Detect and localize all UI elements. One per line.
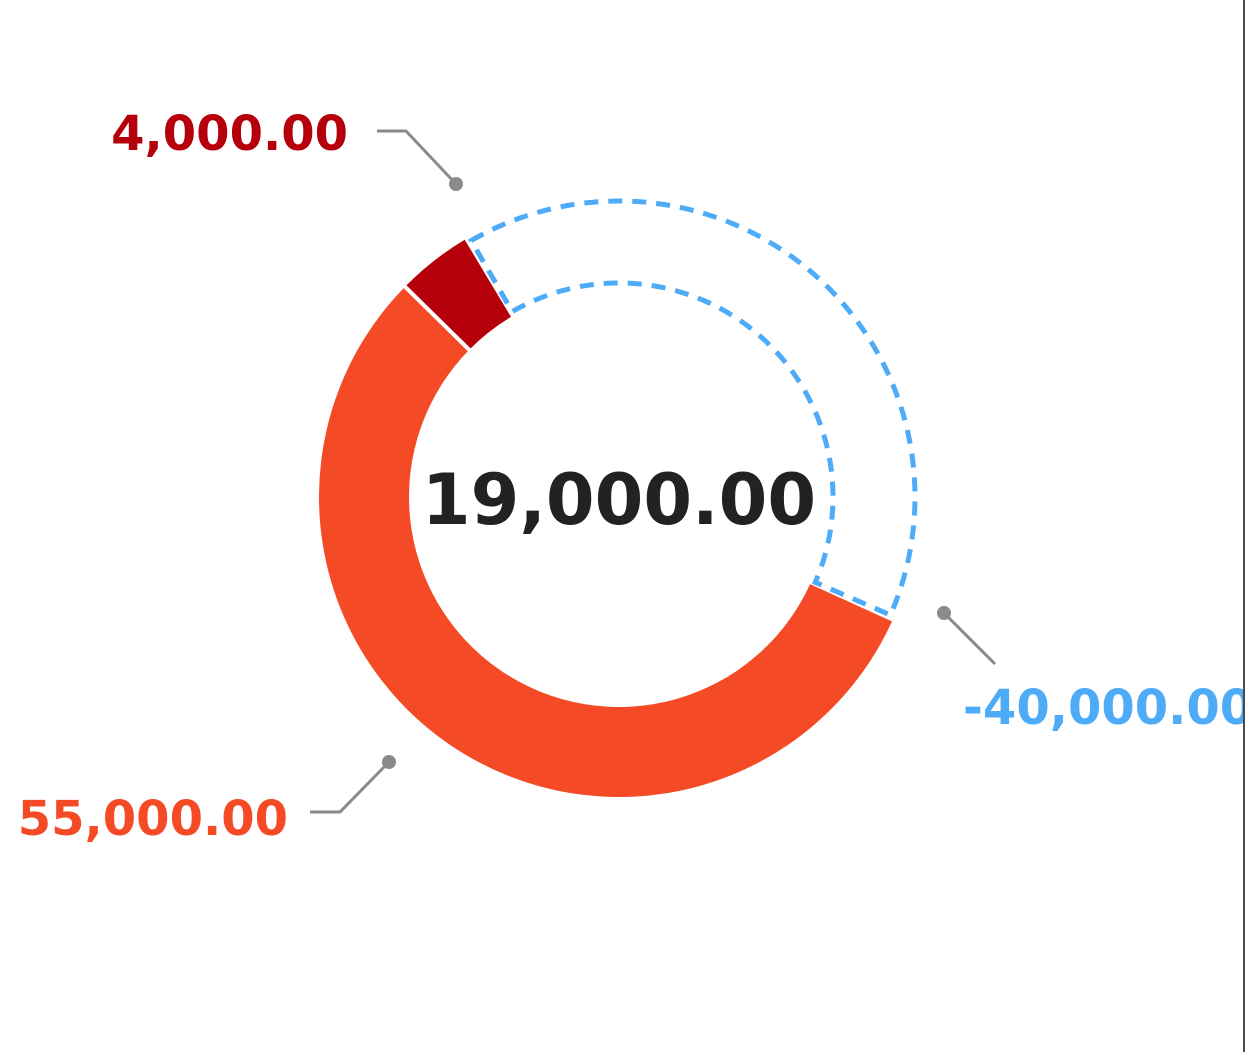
data-label-negative-40000: -40,000.00 [963, 680, 1245, 736]
leader-dot-negative-40000 [937, 606, 951, 620]
leader-dot-55000 [382, 755, 396, 769]
data-label-4000: 4,000.00 [111, 106, 348, 162]
center-total-label: 19,000.00 [422, 459, 816, 541]
leader-line-4000 [377, 129, 458, 186]
slice-divider [402, 283, 473, 353]
frame-border [1243, 0, 1245, 1052]
leader-line-negative-40000 [942, 611, 997, 666]
data-label-55000: 55,000.00 [18, 791, 288, 847]
slice-55000 [319, 286, 892, 797]
leader-line-55000 [310, 760, 391, 814]
leader-dot-4000 [449, 177, 463, 191]
slice-4000 [405, 239, 511, 350]
slice-negative-40000 [467, 198, 918, 619]
